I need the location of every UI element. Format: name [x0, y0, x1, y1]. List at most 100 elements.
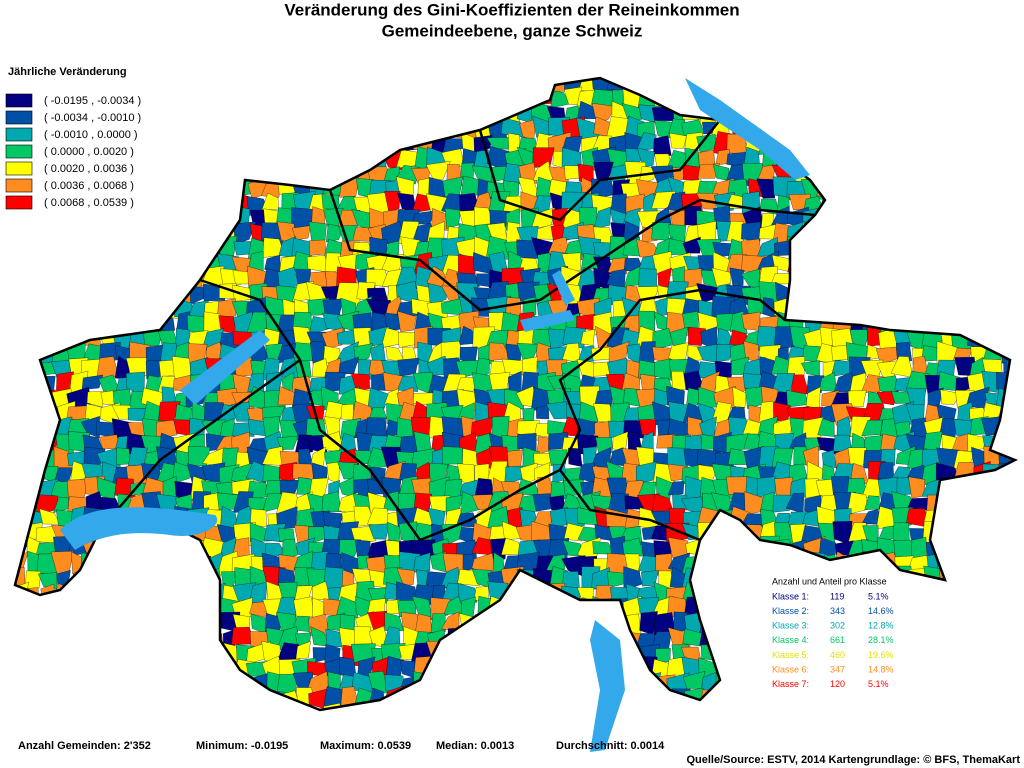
municipality: [637, 706, 661, 710]
municipality: [263, 104, 286, 124]
municipality: [996, 222, 1015, 244]
municipality: [955, 162, 973, 182]
municipality: [1011, 239, 1015, 261]
municipality: [96, 596, 121, 619]
municipality: [790, 119, 808, 136]
municipality: [65, 658, 92, 680]
municipality: [891, 147, 913, 168]
municipality: [936, 270, 962, 289]
municipality: [939, 629, 958, 647]
municipality: [725, 92, 747, 108]
municipality: [23, 416, 45, 439]
municipality: [516, 672, 538, 697]
municipality: [984, 105, 1006, 126]
municipality: [291, 116, 313, 140]
municipality: [817, 208, 839, 230]
municipality: [503, 596, 525, 621]
class-cell: 14.8%: [868, 664, 894, 674]
municipality: [968, 661, 986, 682]
municipality: [15, 463, 28, 486]
municipality: [1015, 330, 1024, 346]
municipality: [354, 78, 372, 92]
municipality: [864, 296, 886, 317]
municipality: [192, 572, 207, 588]
municipality: [52, 689, 70, 708]
municipality: [864, 495, 880, 510]
municipality: [546, 705, 565, 710]
municipality: [176, 541, 196, 558]
municipality: [70, 584, 89, 604]
municipality: [351, 122, 373, 141]
class-cell: 460: [830, 650, 845, 660]
municipality: [175, 646, 191, 662]
municipality: [160, 538, 176, 558]
municipality: [830, 78, 849, 93]
municipality: [341, 704, 361, 710]
municipality: [1011, 552, 1015, 570]
municipality: [980, 641, 1004, 667]
footer-source: Quelle/Source: ESTV, 2014 Kartengrundlag…: [686, 754, 1020, 766]
municipality: [937, 237, 961, 257]
municipality: [922, 297, 941, 316]
municipality: [561, 673, 583, 696]
municipality: [158, 689, 182, 710]
legend-label: ( 0.0000 , 0.0020 ): [44, 146, 134, 158]
municipality: [488, 659, 508, 679]
municipality: [52, 206, 76, 228]
municipality: [954, 552, 974, 570]
municipality: [847, 267, 866, 290]
municipality: [21, 385, 43, 407]
municipality: [292, 225, 311, 241]
municipality: [68, 686, 85, 709]
class-cell: 120: [830, 679, 845, 689]
municipality: [160, 191, 178, 213]
municipality: [159, 583, 180, 601]
municipality: [864, 102, 884, 126]
municipality: [40, 660, 60, 680]
municipality: [548, 611, 566, 632]
municipality: [984, 78, 1005, 97]
class-cell: 5.1%: [868, 679, 889, 689]
municipality: [726, 642, 747, 663]
municipality: [666, 702, 687, 710]
municipality: [21, 254, 45, 272]
municipality: [69, 296, 88, 322]
municipality: [82, 582, 106, 606]
municipality: [639, 419, 657, 436]
municipality: [808, 626, 826, 651]
municipality: [96, 701, 118, 710]
municipality: [24, 671, 47, 693]
municipality: [247, 147, 268, 171]
municipality: [848, 132, 868, 149]
municipality: [501, 659, 525, 680]
municipality: [141, 238, 166, 259]
municipality: [187, 182, 207, 196]
municipality: [741, 583, 765, 605]
municipality: [15, 598, 28, 618]
municipality: [821, 164, 841, 183]
municipality: [897, 661, 914, 682]
municipality: [95, 311, 121, 335]
municipality: [516, 599, 537, 621]
municipality: [922, 585, 942, 605]
municipality: [636, 461, 658, 484]
municipality: [414, 700, 434, 710]
municipality: [68, 629, 88, 649]
municipality: [755, 689, 777, 710]
municipality: [202, 611, 222, 636]
municipality: [441, 655, 462, 679]
municipality: [876, 147, 899, 170]
municipality: [952, 522, 976, 546]
municipality: [235, 120, 253, 139]
municipality: [729, 536, 750, 561]
municipality: [773, 106, 793, 126]
municipality: [891, 582, 916, 606]
municipality: [193, 134, 208, 155]
municipality: [22, 78, 41, 93]
municipality: [894, 268, 916, 285]
municipality: [637, 672, 662, 694]
municipality: [654, 78, 672, 92]
municipality: [847, 685, 867, 706]
municipality: [99, 645, 121, 664]
municipality: [39, 298, 58, 318]
